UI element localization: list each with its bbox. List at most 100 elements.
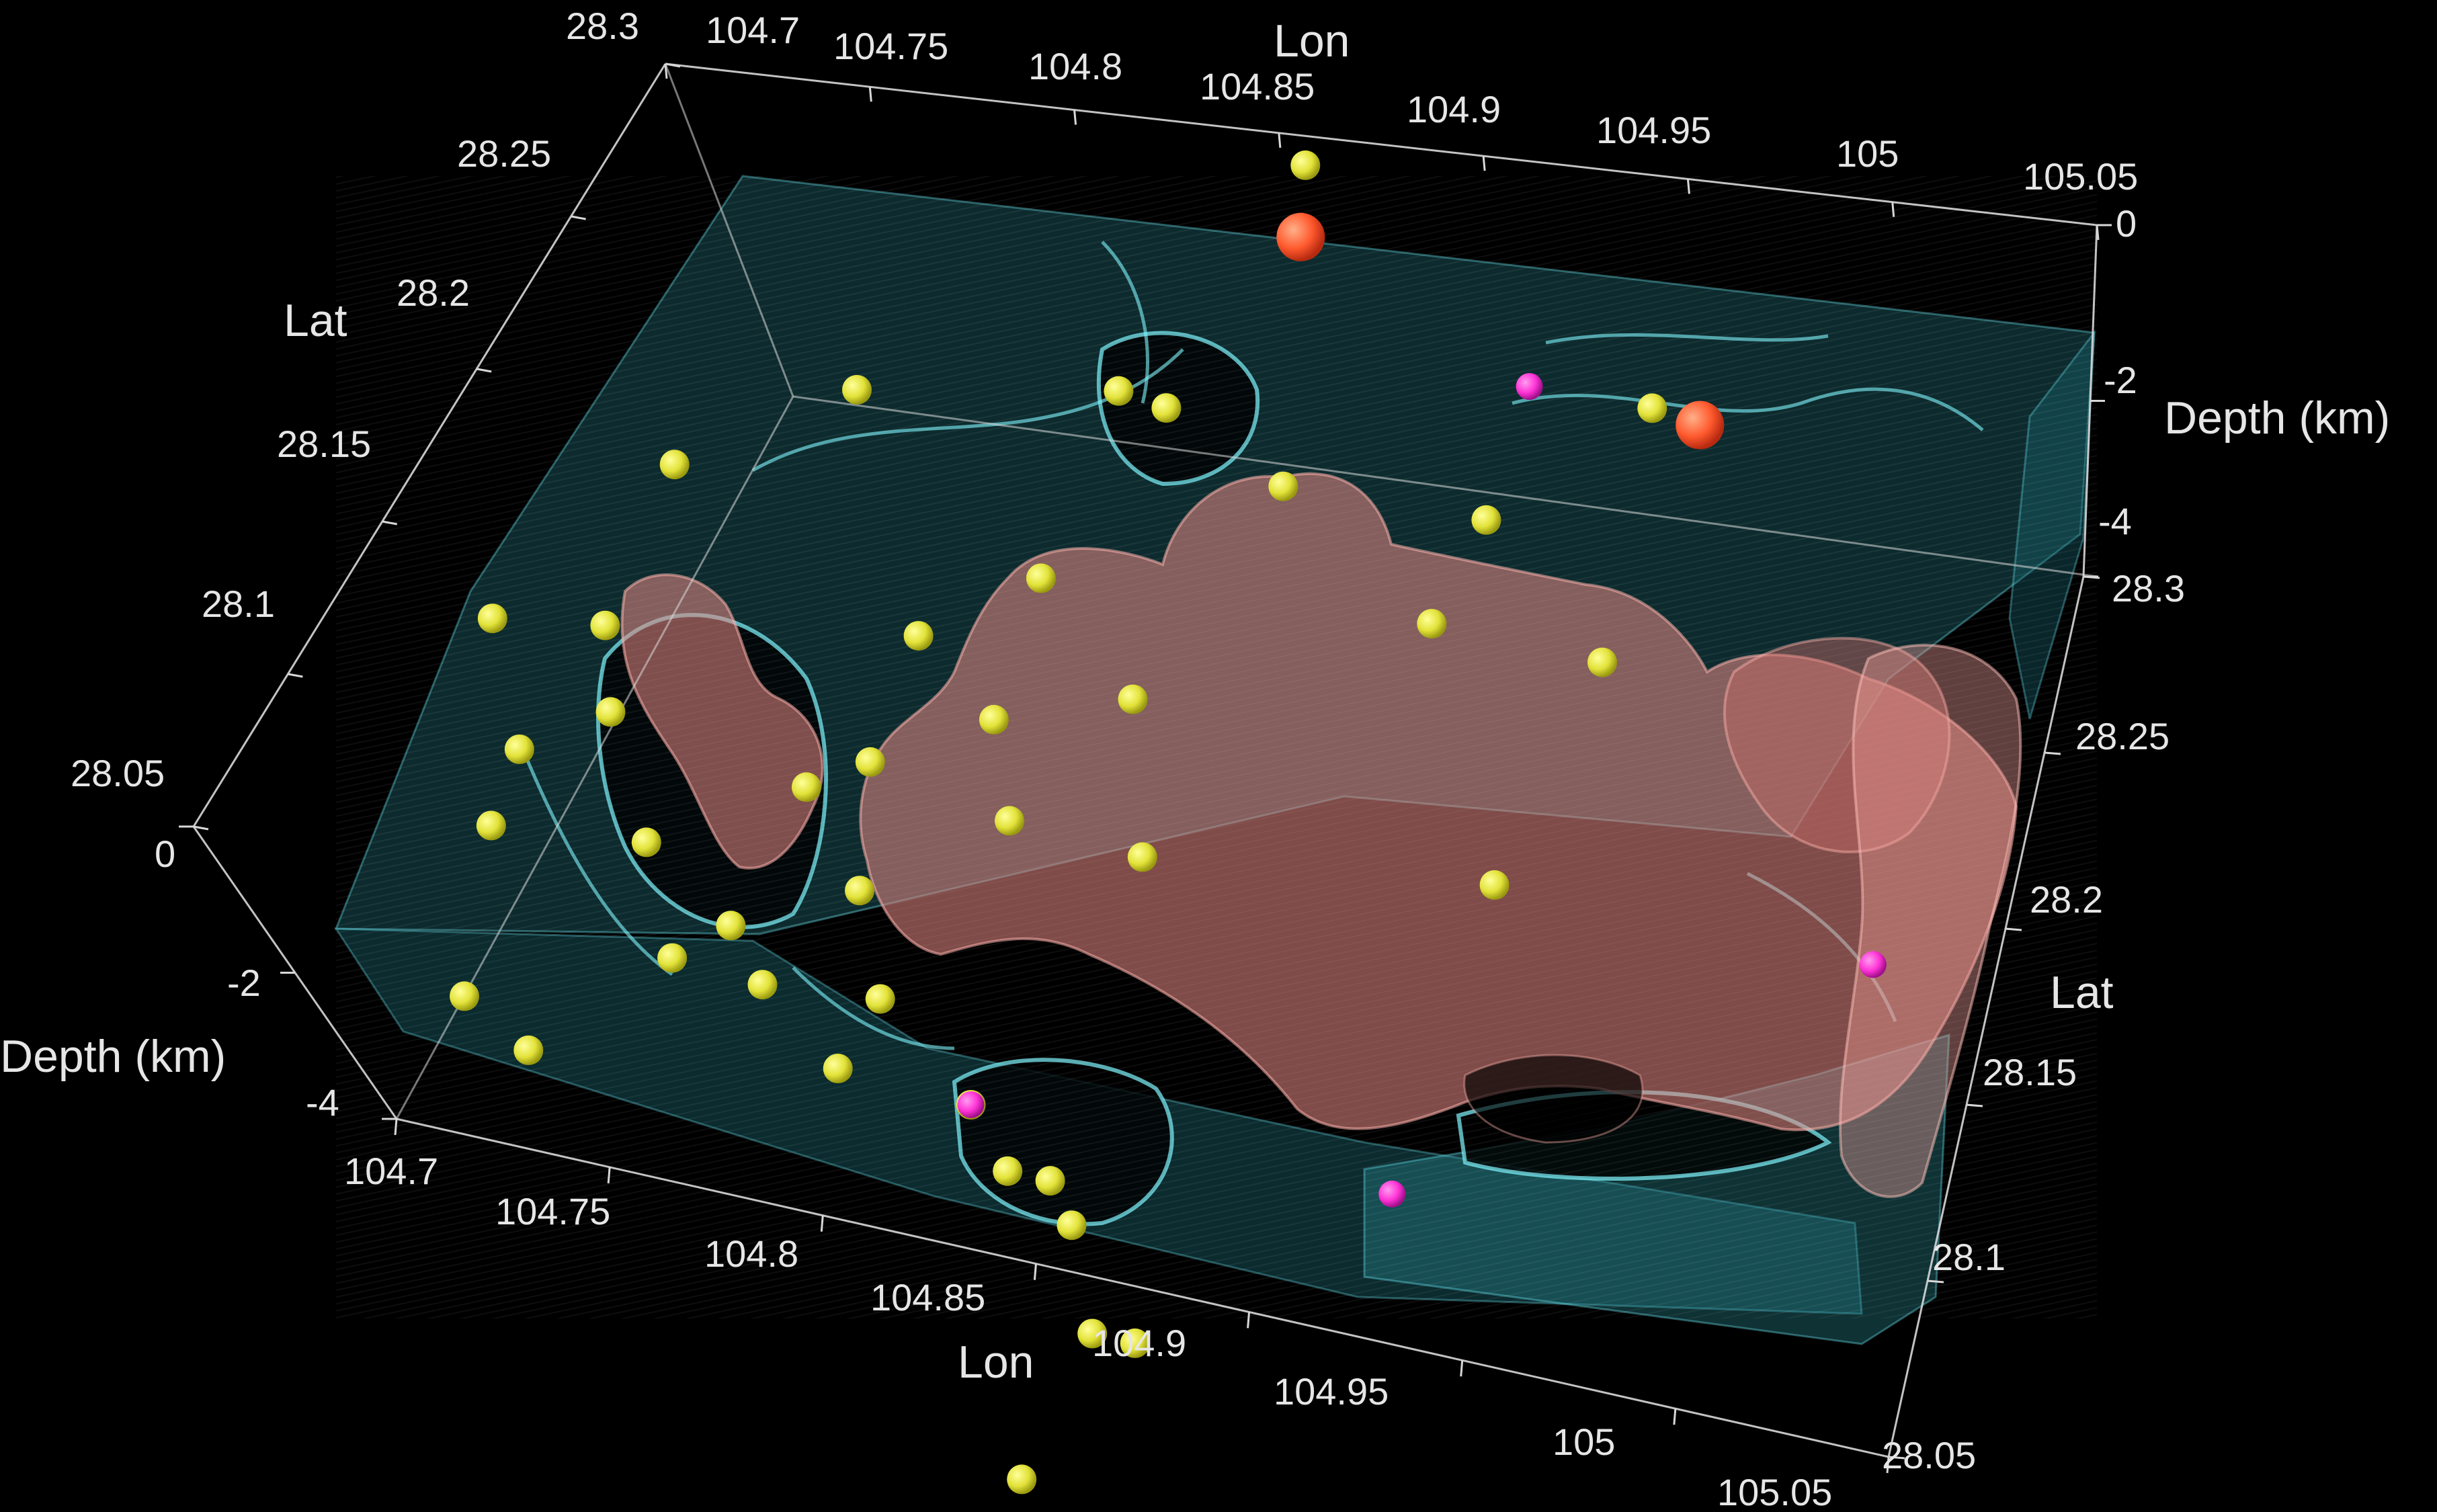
top-lat-tick: 28.05 <box>71 752 165 794</box>
event-small <box>631 827 661 857</box>
event-small <box>1120 1328 1150 1358</box>
event-small <box>993 1156 1023 1186</box>
event-small <box>1290 150 1321 180</box>
top-lat-axis-labels: 28.3 28.25 28.2 28.15 28.1 28.05 Lat <box>71 5 639 794</box>
event-medium <box>1859 951 1887 978</box>
event-small <box>979 704 1009 734</box>
event-medium <box>1378 1180 1406 1208</box>
tick-mark <box>1966 1103 1983 1107</box>
event-small <box>659 450 690 480</box>
tick-mark <box>1460 1360 1464 1377</box>
top-lon-tick: 104.75 <box>833 25 948 67</box>
tick-mark <box>1482 156 1486 171</box>
salmon-body-right-bend <box>1839 644 2022 1198</box>
bottom-lat-tick: 28.2 <box>2030 878 2103 921</box>
event-small <box>1035 1166 1065 1196</box>
tick-mark <box>1673 1409 1677 1425</box>
bottom-depth-tick: -2 <box>227 962 261 1004</box>
event-small <box>1637 393 1667 423</box>
event-small <box>1417 609 1447 639</box>
bottom-lon-tick: 104.85 <box>870 1276 985 1318</box>
tick-mark <box>1927 1279 1944 1284</box>
top-lon-tick: 104.9 <box>1407 88 1501 130</box>
bottom-lon-tick: 104.7 <box>344 1150 438 1192</box>
event-large <box>1676 401 1725 450</box>
event-small <box>845 876 874 906</box>
box-inner-top <box>792 395 2098 578</box>
tick-mark <box>868 87 872 102</box>
top-lat-axis-title: Lat <box>284 295 347 346</box>
tick-mark <box>1886 1456 1890 1474</box>
event-small <box>504 734 534 764</box>
event-small <box>1007 1464 1037 1495</box>
top-lon-tick: 105 <box>1836 132 1899 175</box>
box-front-bottom-lon <box>396 1118 1889 1458</box>
bottom-lon-tick: 104.8 <box>704 1232 798 1275</box>
bottom-lat-tick: 28.05 <box>1882 1434 1976 1476</box>
tick-mark <box>607 1167 611 1183</box>
tick-mark <box>665 62 681 68</box>
salmon-body-left-lobe <box>620 573 824 870</box>
top-lon-tick: 105.05 <box>2023 155 2138 198</box>
event-small <box>1479 870 1510 900</box>
top-depth-axis-labels: 0 -2 -4 Depth (km) <box>2098 202 2390 542</box>
event-markers <box>450 150 1887 1495</box>
event-small <box>1471 505 1501 535</box>
event-small <box>513 1035 544 1065</box>
bottom-depth-tick: 0 <box>155 833 175 875</box>
bottom-lon-tick: 105 <box>1553 1421 1615 1463</box>
event-small <box>903 621 934 651</box>
event-small <box>1057 1210 1087 1241</box>
top-lon-axis-labels: 104.7 104.75 104.8 104.85 104.9 104.95 1… <box>706 9 2138 198</box>
tick-mark <box>394 1118 398 1136</box>
bottom-lat-tick: 28.1 <box>1932 1236 2006 1278</box>
bottom-lon-tick: 104.9 <box>1092 1322 1186 1364</box>
top-depth-tick: 0 <box>2116 202 2137 245</box>
top-lat-tick: 28.1 <box>202 583 275 625</box>
bottom-depth-tick: -4 <box>306 1081 339 1124</box>
bottom-depth-axis-title: Depth (km) <box>0 1031 226 1082</box>
tick-mark <box>820 1215 824 1232</box>
bounding-box <box>192 62 2098 1458</box>
tick-mark <box>2096 224 2100 241</box>
event-small <box>747 970 778 1000</box>
event-small <box>1151 393 1182 423</box>
event-small <box>477 603 507 634</box>
tick-mark <box>288 673 303 678</box>
event-medium <box>1516 373 1543 401</box>
box-back-top-lon <box>665 62 2098 226</box>
bottom-lon-tick: 104.95 <box>1274 1370 1389 1413</box>
salmon-body-main <box>859 472 2018 1132</box>
top-lon-tick: 104.7 <box>706 9 800 51</box>
bottom-lon-tick: 105.05 <box>1717 1471 1832 1512</box>
salmon-volume <box>620 472 2022 1198</box>
event-small <box>823 1054 853 1083</box>
top-lon-tick: 104.8 <box>1028 45 1122 87</box>
tick-mark <box>571 215 586 220</box>
tick-mark <box>2005 927 2022 931</box>
bottom-depth-axis-labels: 0 -2 -4 Depth (km) <box>0 833 339 1124</box>
event-small <box>1104 376 1134 406</box>
bottom-lon-axis-title: Lon <box>958 1337 1034 1388</box>
tick-mark <box>1033 1263 1037 1280</box>
tick-mark <box>382 520 398 526</box>
tick-mark <box>1888 1456 1905 1460</box>
salmon-body-front-cavity <box>1463 1054 1644 1144</box>
event-small <box>855 747 885 777</box>
event-small <box>657 943 688 973</box>
top-depth-axis-title: Depth (km) <box>2164 392 2390 444</box>
event-small <box>791 772 821 802</box>
top-lat-tick: 28.25 <box>457 132 551 175</box>
event-small <box>590 610 620 640</box>
tick-mark <box>1247 1312 1251 1329</box>
event-small <box>865 984 895 1014</box>
bottom-lat-tick: 28.15 <box>1983 1051 2077 1093</box>
top-depth-tick: -2 <box>2104 359 2137 401</box>
event-small <box>476 810 506 841</box>
bottom-lat-tick: 28.25 <box>2075 715 2170 757</box>
top-lat-tick: 28.3 <box>566 5 639 47</box>
salmon-body-right-tube <box>1723 636 1951 853</box>
event-small <box>1026 563 1056 593</box>
tick-mark <box>1278 132 1282 148</box>
